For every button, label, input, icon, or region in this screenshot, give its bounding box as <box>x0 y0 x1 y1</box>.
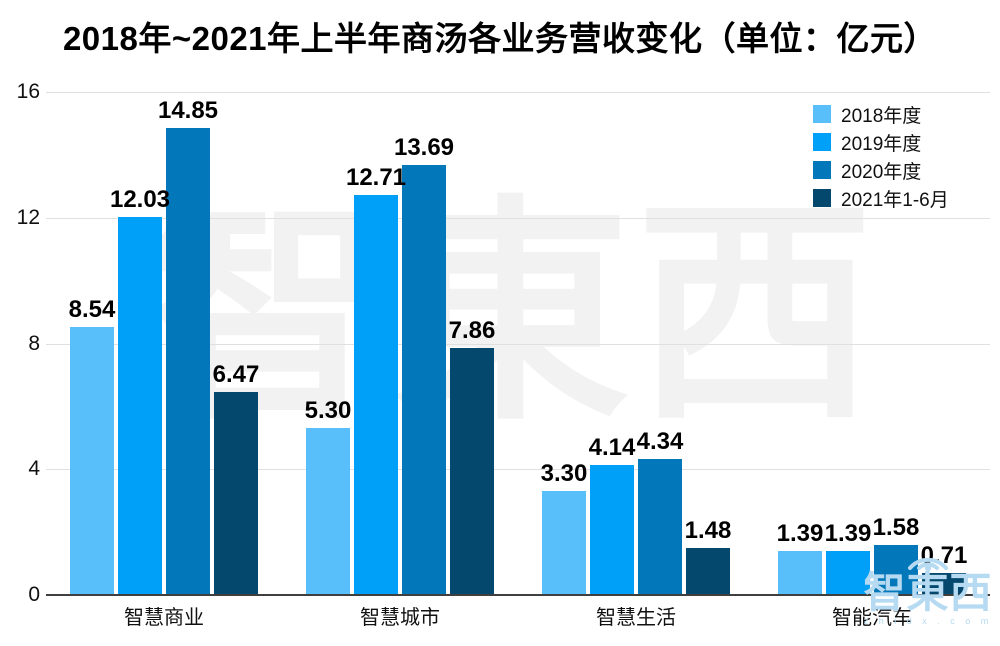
bar-value-label: 5.30 <box>304 397 352 425</box>
legend-swatch <box>813 189 831 207</box>
chart-legend: 2018年度 2019年度 2020年度 2021年1-6月 <box>813 100 949 212</box>
bar-value-label: 1.58 <box>872 514 920 542</box>
watermark-corner: 智東西 z h i d x . c o m <box>856 548 1000 627</box>
bar <box>590 464 634 595</box>
y-tick-label: 8 <box>28 331 40 355</box>
legend-item: 2019年度 <box>813 128 949 156</box>
bar <box>922 572 966 595</box>
watermark-corner-subtext: z h i d x . c o m <box>863 616 993 626</box>
bar-value-label: 1.48 <box>684 517 732 545</box>
category-label: 智慧城市 <box>360 607 440 629</box>
y-tick-label: 12 <box>16 205 40 229</box>
bar-value-label: 6.47 <box>212 360 260 388</box>
x-axis-line <box>46 594 990 596</box>
legend-label: 2019年度 <box>841 133 922 155</box>
legend-swatch <box>813 133 831 151</box>
bar <box>306 428 350 595</box>
y-tick-label: 4 <box>28 457 40 481</box>
bar-value-label: 4.34 <box>636 427 684 455</box>
bar <box>778 551 822 595</box>
bar <box>686 548 730 595</box>
bar-value-label: 3.30 <box>540 460 588 488</box>
bar <box>638 458 682 595</box>
watermark-corner-text: 智東西 <box>863 569 993 616</box>
bar-value-label: 13.69 <box>393 133 455 161</box>
legend-swatch <box>813 105 831 123</box>
y-tick-label: 0 <box>28 583 40 606</box>
bar-value-label: 1.39 <box>824 520 872 548</box>
bar <box>118 216 162 595</box>
bar <box>542 491 586 595</box>
legend-label: 2021年1-6月 <box>841 189 949 211</box>
bar-value-label: 1.39 <box>776 520 824 548</box>
bar-value-label: 12.03 <box>109 185 171 213</box>
bar-value-label: 8.54 <box>68 295 116 323</box>
legend-label: 2018年度 <box>841 105 922 127</box>
category-label: 智能汽车 <box>832 607 912 629</box>
bar <box>354 195 398 595</box>
category-label: 智慧商业 <box>124 607 204 629</box>
bar-value-label: 7.86 <box>448 316 496 344</box>
chart-title: 2018年~2021年上半年商汤各业务营收变化（单位：亿元） <box>62 20 938 57</box>
bar-value-label: 14.85 <box>157 97 219 125</box>
bar-value-label: 4.14 <box>588 433 636 461</box>
legend-item: 2018年度 <box>813 100 949 128</box>
bar <box>450 347 494 595</box>
gridline <box>46 343 990 345</box>
bar <box>402 164 446 595</box>
category-label: 智慧生活 <box>596 607 676 629</box>
bar <box>70 326 114 595</box>
gridline <box>46 92 990 93</box>
legend-item: 2020年度 <box>813 156 949 184</box>
bar-value-label: 12.71 <box>345 164 407 192</box>
gridline <box>46 217 990 219</box>
bar <box>874 545 918 595</box>
wifi-arcs-icon <box>908 557 948 572</box>
bar <box>214 391 258 595</box>
bar <box>826 551 870 595</box>
legend-label: 2020年度 <box>841 161 922 183</box>
legend-item: 2021年1-6月 <box>813 184 949 212</box>
bar <box>166 128 210 595</box>
gridline <box>46 469 990 471</box>
y-tick-label: 16 <box>16 80 40 103</box>
legend-swatch <box>813 161 831 179</box>
watermark-logo: 智東西 <box>148 182 880 447</box>
